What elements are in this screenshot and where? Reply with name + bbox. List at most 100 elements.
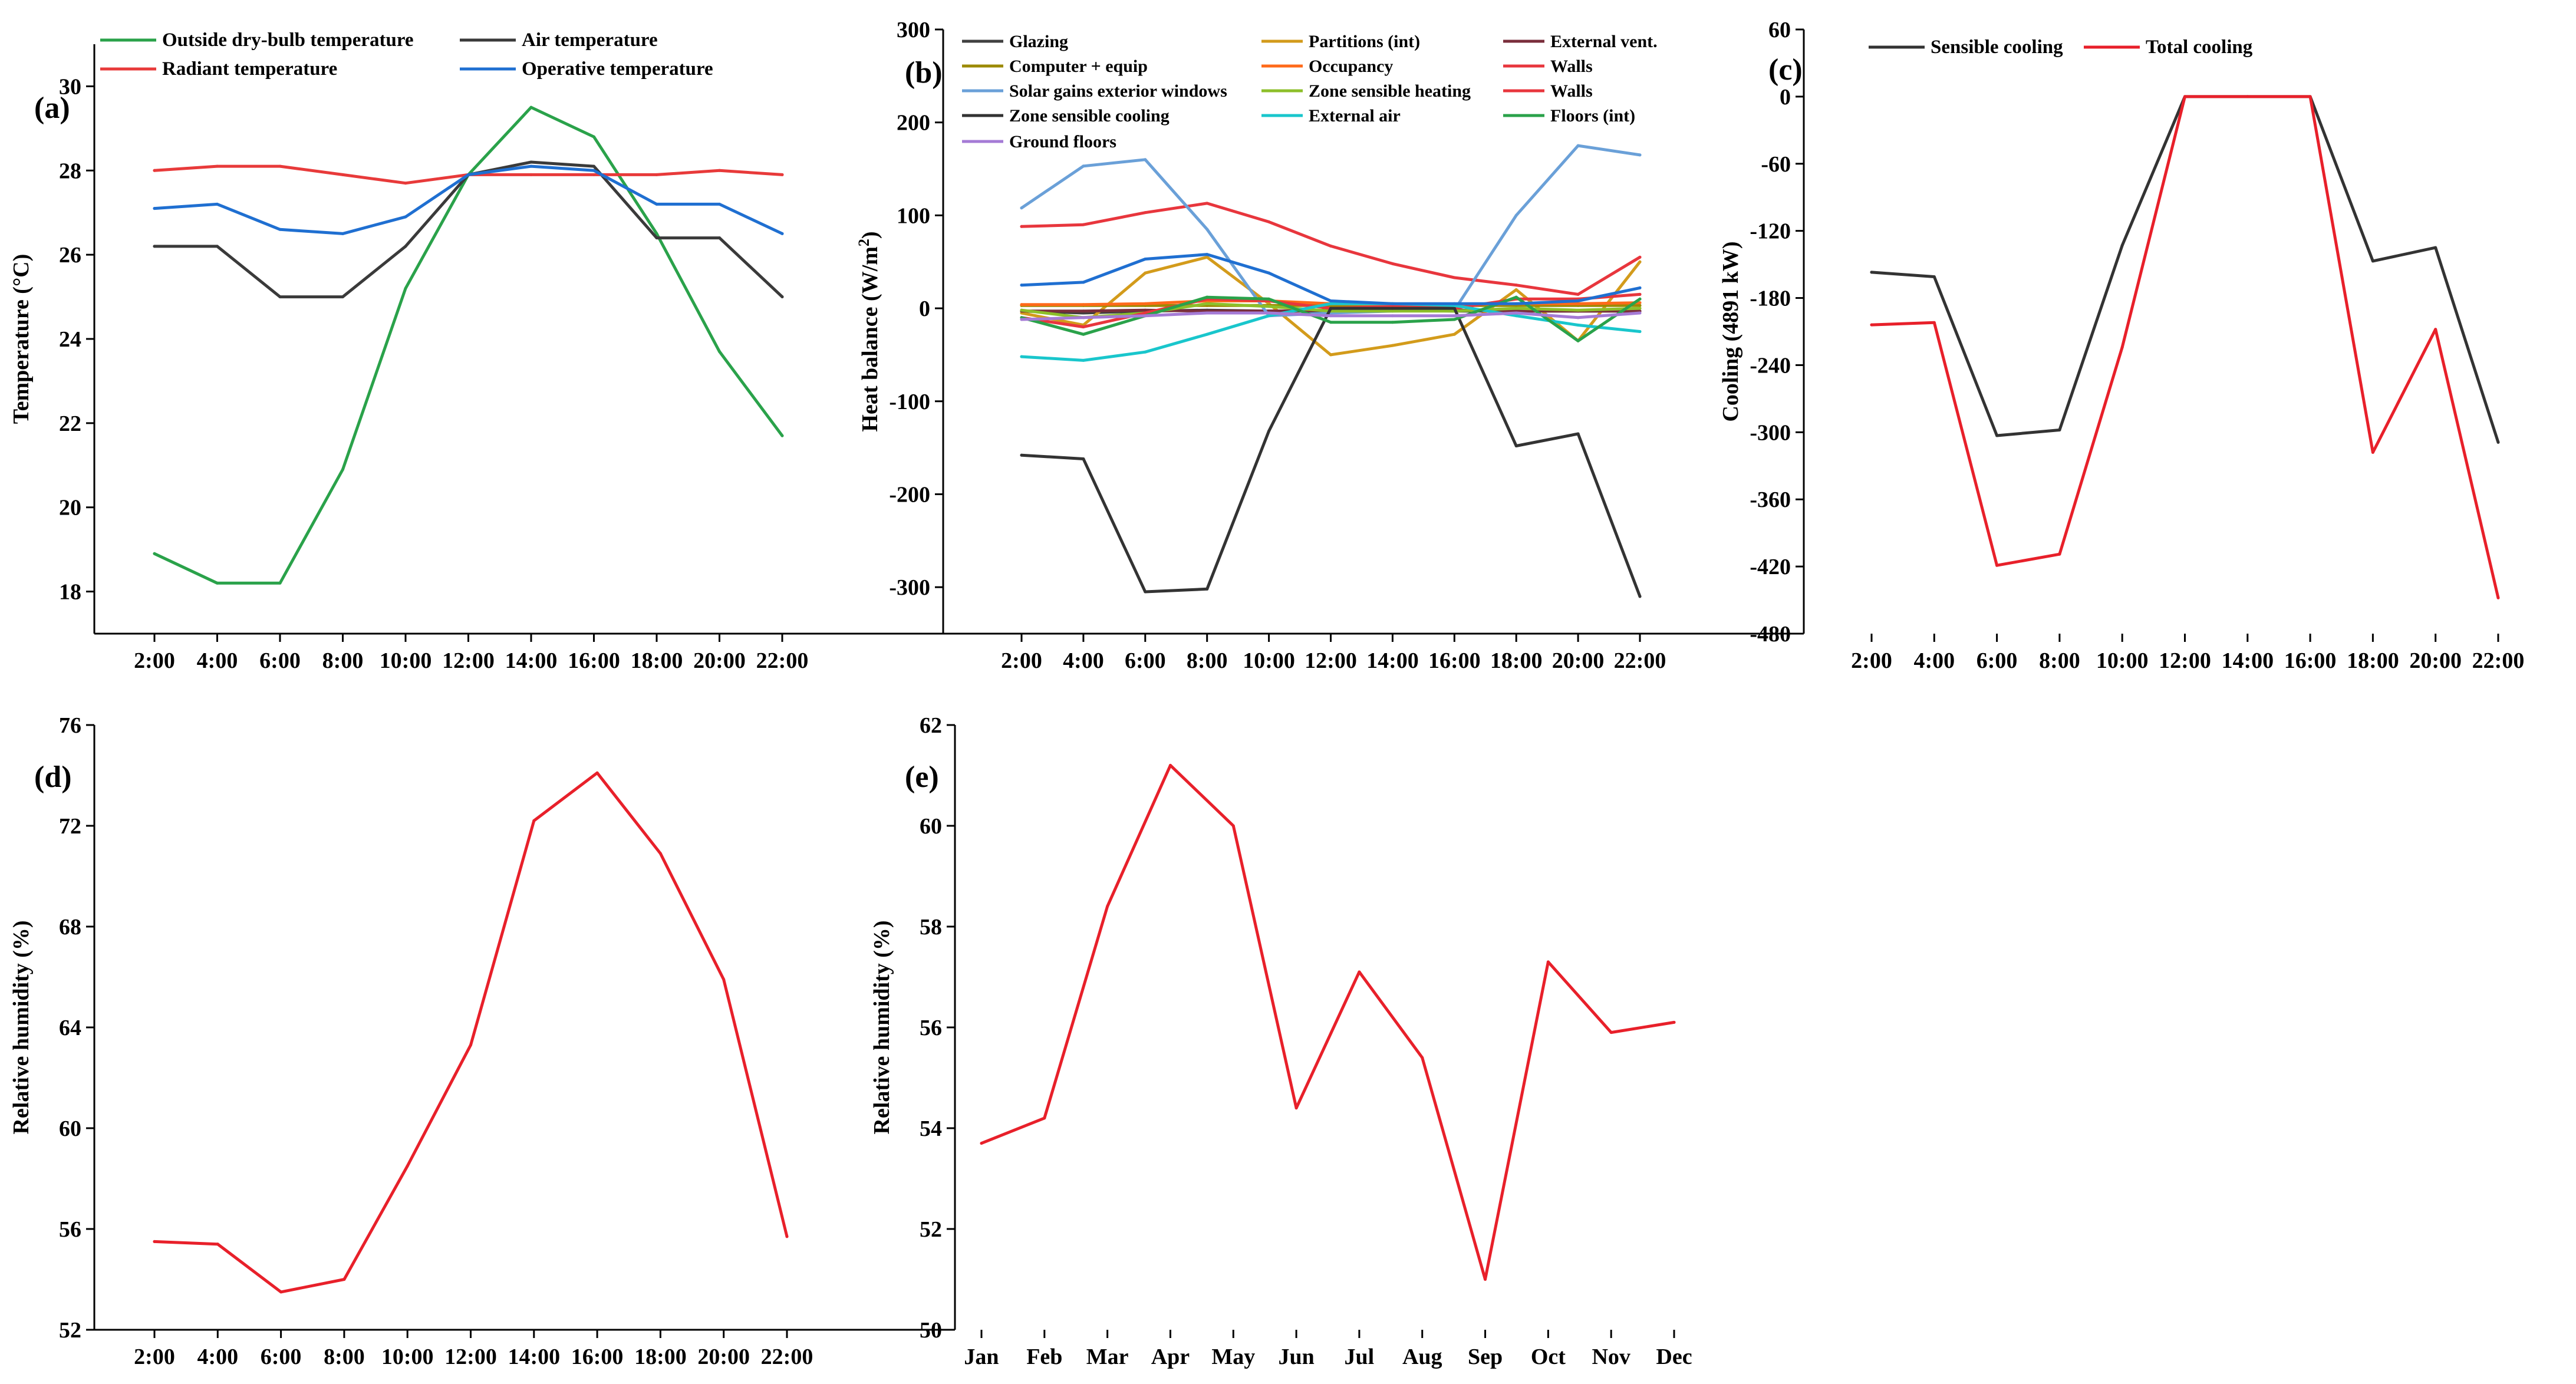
data-point: [1576, 302, 1580, 305]
data-point: [1329, 307, 1332, 310]
chart-panel-c: 60 0 -60 -120 -180 -240 -300 -360 -420 -480 2:00 4:…: [766, 18, 2524, 673]
data-point: [341, 295, 344, 299]
x-tick-label: Jun: [1278, 1345, 1314, 1369]
data-point: [592, 173, 595, 176]
x-tick-label: 10:00: [380, 648, 432, 673]
x-tick-label: 10:00: [381, 1345, 434, 1369]
x-tick-label: 4:00: [1913, 648, 1955, 673]
legend-label: Partitions (int): [1309, 32, 1420, 51]
legend-label: External vent.: [1550, 32, 1658, 51]
series-line: [153, 164, 784, 235]
x-tick-label: 18:00: [1490, 648, 1543, 673]
data-point: [1205, 311, 1209, 315]
data-point: [1205, 302, 1209, 305]
data-point: [1020, 318, 1023, 321]
y-tick-label: 50: [920, 1318, 942, 1343]
data-point: [1205, 332, 1209, 336]
data-point: [1391, 309, 1394, 313]
data-point: [1484, 1278, 1487, 1281]
data-point: [1267, 429, 1271, 433]
data-point: [1932, 321, 1936, 324]
series-line: [1020, 202, 1642, 296]
series-line: [1020, 253, 1642, 305]
data-point: [1082, 223, 1085, 226]
data-point: [1576, 432, 1580, 436]
legend-label: Ground floors: [1009, 132, 1116, 151]
x-tick-label: May: [1211, 1345, 1255, 1369]
data-point: [1020, 284, 1023, 287]
data-point: [592, 164, 595, 168]
chart-panel-a: 18 20 22 24 26 28 30 2:00 4:00 6:00 8:00 10:00 12:00…: [9, 29, 808, 673]
data-point: [404, 286, 407, 290]
legend: Glazing Partitions (int) External vent. Com…: [962, 32, 1658, 151]
y-tick-label: 68: [59, 915, 81, 940]
y-tick-label: 300: [897, 18, 930, 42]
x-tick-label: 2:00: [1001, 648, 1042, 673]
data-point: [655, 202, 658, 206]
x-tick-label: 18:00: [634, 1345, 687, 1369]
data-point: [529, 106, 533, 109]
y-tick-label: 54: [920, 1116, 942, 1141]
data-point: [1638, 153, 1642, 157]
x-tick-label: 12:00: [2159, 648, 2211, 673]
x-tick-label: 14:00: [508, 1345, 560, 1369]
data-point: [532, 819, 536, 822]
x-tick-label: 12:00: [444, 1345, 497, 1369]
x-tick-label: 18:00: [2347, 648, 2399, 673]
x-tick-label: 10:00: [1243, 648, 1295, 673]
legend-label: Zone sensible heating: [1309, 81, 1471, 101]
data-point: [1144, 308, 1147, 312]
data-point: [1576, 339, 1580, 342]
data-point: [718, 169, 721, 172]
y-tick-label: 60: [59, 1116, 81, 1141]
y-tick-label: -240: [1750, 353, 1791, 378]
x-tick-label: 20:00: [2409, 648, 2462, 673]
x-tick-label: 4:00: [197, 648, 238, 673]
data-point: [278, 295, 282, 299]
data-point: [1514, 311, 1518, 315]
data-point: [2058, 552, 2061, 556]
y-tick-label: -480: [1750, 622, 1791, 647]
data-point: [1020, 303, 1023, 307]
data-point: [1144, 158, 1147, 162]
data-point: [780, 434, 784, 437]
data-point: [1082, 316, 1085, 319]
data-point: [655, 236, 658, 240]
data-point: [153, 245, 156, 248]
series-line: [980, 763, 1676, 1281]
data-point: [1514, 302, 1518, 305]
x-tick-label: 22:00: [2472, 648, 2525, 673]
data-point: [216, 1243, 219, 1246]
data-point: [655, 232, 658, 235]
data-point: [1205, 255, 1209, 259]
data-point: [2120, 243, 2124, 247]
y-tick-label: 62: [920, 713, 942, 738]
data-point: [1391, 262, 1394, 265]
data-point: [718, 350, 721, 353]
data-point: [980, 1142, 983, 1145]
data-point: [718, 202, 721, 206]
data-point: [1995, 564, 1999, 567]
panel-label: (b): [905, 56, 943, 90]
data-point: [1329, 299, 1332, 302]
x-tick-label: 22:00: [1614, 648, 1666, 673]
data-point: [1329, 353, 1332, 357]
data-point: [592, 135, 595, 139]
data-point: [1391, 314, 1394, 318]
data-point: [1358, 970, 1361, 974]
data-point: [1672, 1020, 1676, 1024]
x-tick-label: 16:00: [1428, 648, 1481, 673]
data-point: [469, 1043, 472, 1047]
data-point: [1576, 144, 1580, 147]
data-point: [722, 978, 726, 981]
data-point: [1421, 1056, 1424, 1059]
x-tick-label: 4:00: [1063, 648, 1104, 673]
series-line: [153, 771, 789, 1294]
data-point: [1144, 314, 1147, 318]
x-tick-label: 12:00: [442, 648, 495, 673]
data-point: [1870, 271, 1873, 274]
x-tick-label: 6:00: [259, 648, 301, 673]
series-line: [153, 160, 784, 299]
data-point: [1870, 323, 1873, 327]
data-point: [1514, 213, 1518, 217]
